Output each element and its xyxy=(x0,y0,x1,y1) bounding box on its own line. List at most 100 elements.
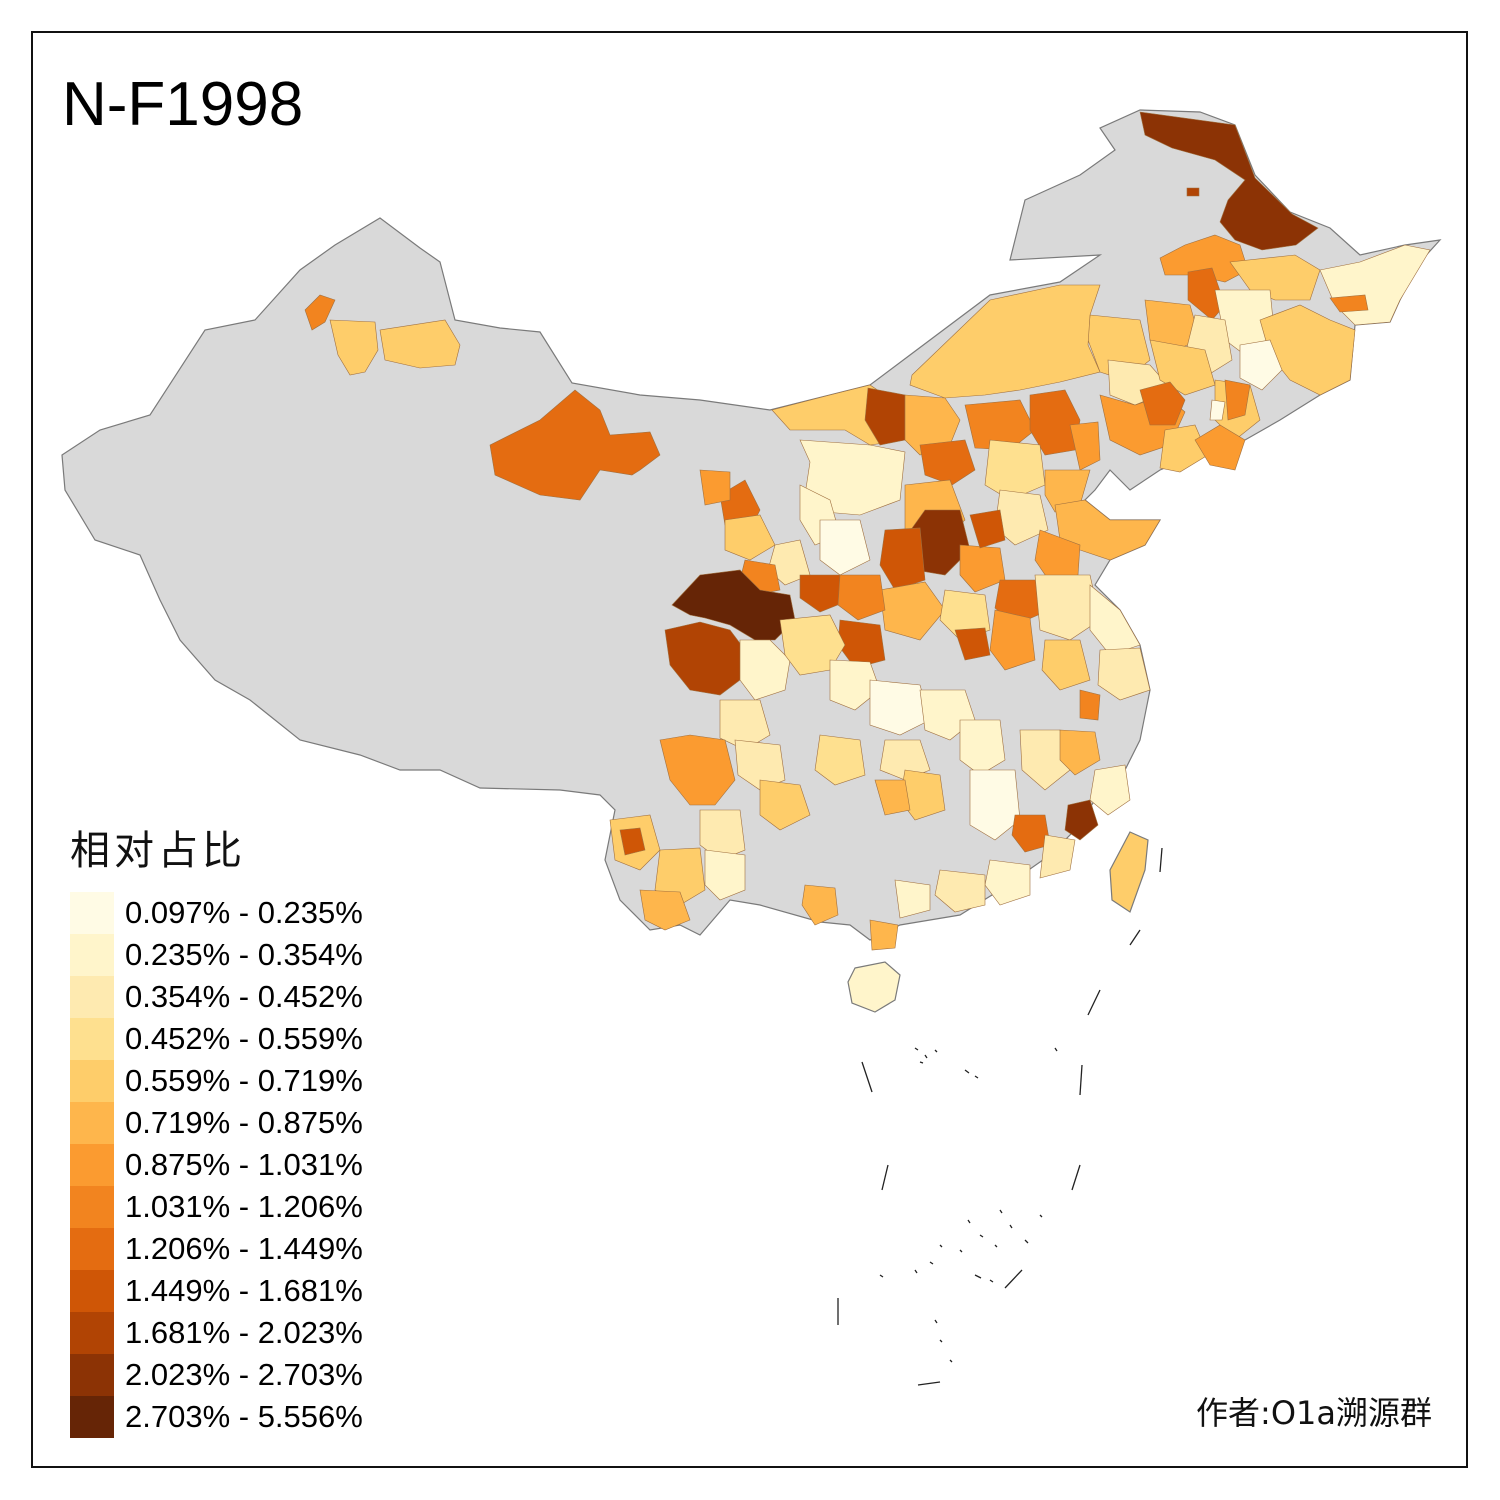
region-polygon xyxy=(659,734,736,806)
legend-rows: 0.097% - 0.235% 0.235% - 0.354% 0.354% - 0… xyxy=(70,892,363,1438)
region-polygon xyxy=(1224,379,1251,421)
region-polygon xyxy=(919,439,976,486)
legend-row: 0.235% - 0.354% xyxy=(70,934,363,976)
region-polygon xyxy=(1187,267,1226,321)
region-polygon xyxy=(1064,799,1099,841)
region-polygon xyxy=(699,469,731,506)
legend-label: 0.235% - 0.354% xyxy=(125,937,363,972)
region-polygon xyxy=(379,319,461,369)
legend-swatch xyxy=(70,1396,114,1438)
map-title: N-F1998 xyxy=(62,70,304,139)
legend-label: 0.875% - 1.031% xyxy=(125,1147,363,1182)
legend-swatch xyxy=(70,1060,114,1102)
legend-swatch xyxy=(70,1018,114,1060)
legend-row: 2.023% - 2.703% xyxy=(70,1354,363,1396)
legend-row: 1.031% - 1.206% xyxy=(70,1186,363,1228)
region-polygon xyxy=(329,319,379,376)
region-polygon xyxy=(724,514,776,561)
region-polygon xyxy=(1329,294,1369,313)
legend-title: 相对占比 xyxy=(70,828,246,874)
region-polygon xyxy=(1041,639,1091,691)
legend-swatch xyxy=(70,1144,114,1186)
island-dots-c xyxy=(934,1274,994,1363)
region-polygon xyxy=(984,439,1046,501)
region-polygon xyxy=(1139,111,1319,251)
island-dots-b xyxy=(879,1209,1043,1278)
legend-swatch xyxy=(70,892,114,934)
region-polygon xyxy=(704,849,746,901)
region-polygon xyxy=(489,389,661,501)
legend-label: 0.719% - 0.875% xyxy=(125,1105,363,1140)
taiwan-outline xyxy=(1109,831,1149,913)
legend-label: 0.097% - 0.235% xyxy=(125,895,363,930)
region-polygon xyxy=(894,879,931,919)
region-polygon xyxy=(739,639,791,701)
region-polygon xyxy=(1079,689,1101,721)
island-dash-10 xyxy=(917,1381,941,1386)
region-polygon xyxy=(954,627,991,661)
region-polygon xyxy=(1011,814,1051,853)
island-dash-5 xyxy=(1159,847,1163,873)
region-polygon xyxy=(869,679,931,736)
region-polygon xyxy=(814,734,866,786)
legend-row: 0.097% - 0.235% xyxy=(70,892,363,934)
region-polygon xyxy=(984,859,1031,906)
region-polygon xyxy=(1029,389,1081,456)
legend-label: 1.031% - 1.206% xyxy=(125,1189,363,1224)
legend-label: 2.703% - 5.556% xyxy=(125,1399,363,1434)
legend-label: 0.559% - 0.719% xyxy=(125,1063,363,1098)
region-polygon xyxy=(304,294,336,331)
legend-swatch xyxy=(70,1312,114,1354)
region-polygon xyxy=(879,581,946,641)
island-dash-3 xyxy=(1087,989,1101,1016)
legend-label: 0.452% - 0.559% xyxy=(125,1021,363,1056)
region-polygon xyxy=(619,827,646,856)
region-polygon xyxy=(759,779,811,831)
region-polygon xyxy=(934,869,986,913)
legend-swatch xyxy=(70,1270,114,1312)
legend-swatch xyxy=(70,1102,114,1144)
legend: 相对占比 0.097% - 0.235% 0.235% - 0.354% 0.354… xyxy=(70,818,363,1438)
legend-label: 2.023% - 2.703% xyxy=(125,1357,363,1392)
legend-row: 0.719% - 0.875% xyxy=(70,1102,363,1144)
legend-row: 1.206% - 1.449% xyxy=(70,1228,363,1270)
region-polygon xyxy=(959,719,1006,776)
region-polygon xyxy=(964,399,1036,451)
island-dash-8 xyxy=(1004,1269,1023,1289)
region-polygon xyxy=(1069,421,1101,471)
region-polygon xyxy=(969,509,1006,549)
legend-label: 1.681% - 2.023% xyxy=(125,1315,363,1350)
region-polygon xyxy=(1139,381,1186,426)
region-polygon xyxy=(1209,399,1226,421)
legend-row: 0.354% - 0.452% xyxy=(70,976,363,1018)
region-polygon xyxy=(829,659,881,711)
region-polygon xyxy=(1019,729,1071,791)
region-polygon xyxy=(864,387,906,446)
legend-row: 0.875% - 1.031% xyxy=(70,1144,363,1186)
hainan-outline xyxy=(847,961,901,1013)
legend-label: 1.449% - 1.681% xyxy=(125,1273,363,1308)
legend-label: 1.206% - 1.449% xyxy=(125,1231,363,1266)
legend-label: 0.354% - 0.452% xyxy=(125,979,363,1014)
legend-swatch xyxy=(70,1228,114,1270)
region-polygon xyxy=(959,544,1006,593)
region-polygon xyxy=(1059,729,1101,776)
region-polygon xyxy=(1239,339,1283,391)
island-dash-6 xyxy=(881,1164,889,1191)
region-polygon xyxy=(1089,764,1131,816)
island-dash-7 xyxy=(1071,1164,1081,1191)
region-polygon xyxy=(801,884,839,926)
region-polygon xyxy=(654,847,706,906)
region-polygon xyxy=(1149,339,1216,396)
legend-row: 1.449% - 1.681% xyxy=(70,1270,363,1312)
region-polygon xyxy=(1159,424,1209,473)
legend-row: 0.559% - 0.719% xyxy=(70,1060,363,1102)
legend-swatch xyxy=(70,976,114,1018)
region-polygon xyxy=(837,574,886,621)
region-polygon xyxy=(1194,424,1246,471)
region-polygon xyxy=(1097,647,1151,701)
legend-row: 0.452% - 0.559% xyxy=(70,1018,363,1060)
region-polygon xyxy=(1186,187,1200,197)
legend-swatch xyxy=(70,1354,114,1396)
